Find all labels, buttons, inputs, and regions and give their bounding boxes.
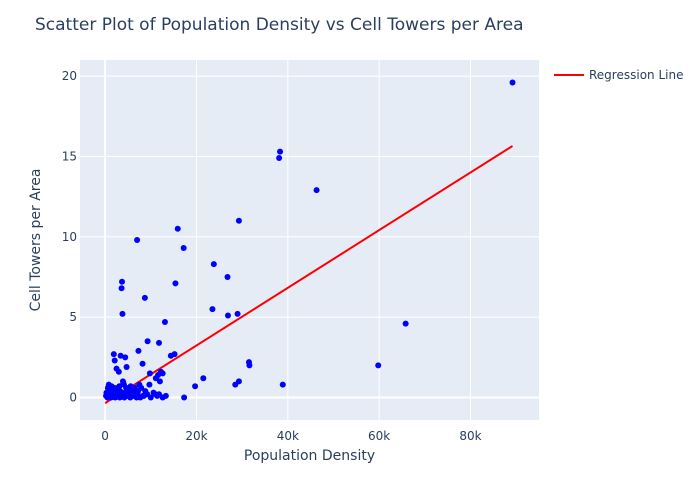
- data-point: [174, 225, 181, 232]
- x-tick-label: 20k: [185, 429, 207, 443]
- data-point: [108, 383, 115, 390]
- data-point: [224, 312, 231, 319]
- regression-line-layer: [104, 145, 514, 404]
- data-point: [146, 381, 153, 388]
- regression-line: [104, 145, 514, 404]
- data-point: [209, 306, 216, 313]
- data-point: [135, 347, 142, 354]
- x-tick-label: 40k: [277, 429, 299, 443]
- y-axis-title: Cell Towers per Area: [28, 169, 44, 312]
- data-point: [146, 370, 153, 377]
- data-point: [110, 351, 117, 358]
- data-point: [156, 378, 163, 385]
- data-point: [161, 318, 168, 325]
- data-point: [103, 389, 110, 396]
- data-point: [313, 187, 320, 194]
- data-point: [140, 392, 147, 399]
- y-tick-label: 10: [62, 230, 77, 244]
- data-point: [122, 354, 129, 361]
- data-point: [159, 370, 166, 377]
- data-point: [118, 285, 125, 292]
- data-point: [147, 394, 154, 401]
- grid: [80, 60, 539, 420]
- plot-area: [80, 60, 539, 420]
- data-point: [134, 237, 141, 243]
- legend-label: Regression Line: [589, 68, 683, 82]
- data-point: [123, 363, 130, 370]
- data-point: [200, 375, 207, 382]
- data-point: [144, 338, 151, 345]
- x-axis-title: Population Density: [244, 448, 375, 464]
- data-point: [113, 365, 120, 372]
- x-tick-label: 60k: [368, 429, 390, 443]
- data-point: [156, 339, 163, 346]
- data-point: [111, 357, 118, 364]
- data-point: [402, 320, 409, 327]
- data-point: [181, 394, 188, 401]
- data-point: [235, 217, 242, 224]
- data-points: [103, 79, 516, 401]
- data-point: [135, 388, 142, 395]
- chart-title: Scatter Plot of Population Density vs Ce…: [35, 15, 524, 35]
- y-tick-label: 0: [69, 391, 77, 405]
- x-tick-label: 0: [101, 429, 109, 443]
- data-point: [162, 392, 169, 399]
- data-point: [118, 391, 125, 398]
- x-tick-label: 80k: [459, 429, 481, 443]
- data-point: [141, 294, 148, 301]
- data-point: [172, 280, 179, 287]
- y-tick-label: 5: [69, 310, 77, 324]
- y-axis-ticks: 0 5 10 15 20: [62, 69, 77, 404]
- data-point: [279, 381, 286, 388]
- data-point: [117, 352, 124, 359]
- data-point: [210, 261, 217, 268]
- data-point: [119, 310, 126, 317]
- data-point: [192, 383, 199, 390]
- data-point: [246, 362, 253, 369]
- data-point: [139, 360, 146, 367]
- data-point: [125, 386, 132, 393]
- data-point: [277, 148, 284, 155]
- y-tick-label: 15: [62, 149, 77, 163]
- data-point: [129, 391, 136, 398]
- data-point: [180, 245, 187, 252]
- data-point: [276, 155, 283, 162]
- data-point: [234, 310, 241, 317]
- data-point: [119, 378, 126, 385]
- legend: Regression Line: [554, 68, 683, 82]
- data-point: [224, 273, 231, 280]
- data-point: [152, 375, 159, 382]
- data-point: [509, 79, 516, 86]
- x-axis-ticks: 0 20k 40k 60k 80k: [101, 429, 481, 443]
- data-point: [114, 384, 121, 391]
- data-point: [171, 351, 178, 358]
- data-point: [119, 278, 126, 285]
- data-point: [232, 381, 239, 388]
- y-tick-label: 20: [62, 69, 77, 83]
- data-point: [375, 362, 382, 369]
